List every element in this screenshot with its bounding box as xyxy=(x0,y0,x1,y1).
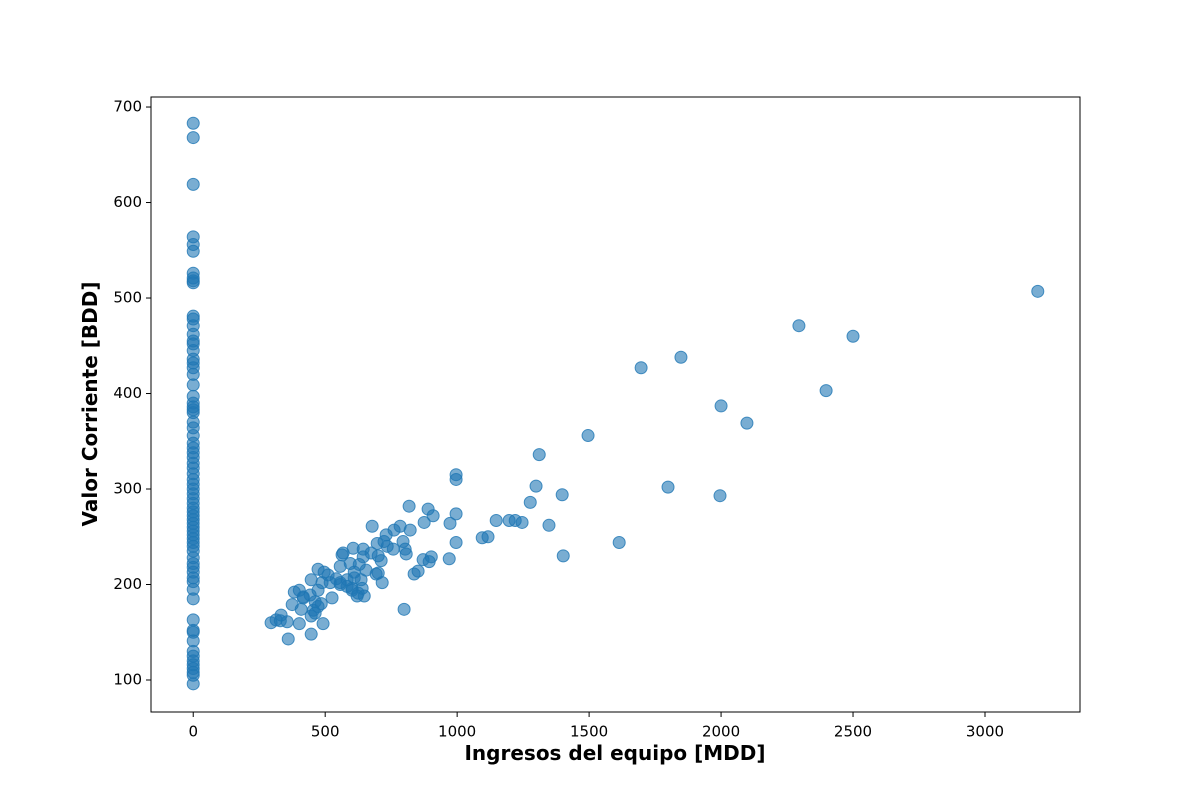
point xyxy=(714,399,728,413)
point xyxy=(308,606,322,620)
point xyxy=(304,627,318,641)
y-tick-label: 700 xyxy=(113,98,142,116)
point xyxy=(532,448,546,462)
point xyxy=(186,592,200,606)
point xyxy=(529,479,543,493)
point xyxy=(186,116,200,130)
y-axis-label: Valor Corriente [BDD] xyxy=(78,282,102,527)
y-tick-label: 600 xyxy=(113,193,142,211)
point xyxy=(281,632,295,646)
point xyxy=(325,591,339,605)
point xyxy=(1031,284,1045,298)
point xyxy=(280,615,294,629)
point xyxy=(304,573,318,587)
x-tick-label: 3000 xyxy=(966,723,1004,741)
point xyxy=(475,531,489,545)
point xyxy=(581,429,595,443)
point xyxy=(375,576,389,590)
point xyxy=(296,591,310,605)
point xyxy=(186,677,200,691)
point xyxy=(489,514,503,528)
point xyxy=(186,378,200,392)
point xyxy=(556,549,570,563)
point xyxy=(819,384,833,398)
point xyxy=(515,515,529,529)
y-tick-label: 100 xyxy=(113,671,142,689)
point xyxy=(713,489,727,503)
point xyxy=(661,480,675,494)
x-tick-label: 1000 xyxy=(438,723,476,741)
point xyxy=(740,416,754,430)
point xyxy=(345,581,359,595)
x-tick-label: 500 xyxy=(311,723,340,741)
point xyxy=(186,244,200,258)
point xyxy=(612,535,626,549)
point xyxy=(542,518,556,532)
point xyxy=(634,361,648,375)
point xyxy=(555,488,569,502)
point xyxy=(449,535,463,549)
point xyxy=(449,472,463,486)
point xyxy=(399,547,413,561)
y-tick-label: 200 xyxy=(113,575,142,593)
point xyxy=(186,177,200,191)
x-tick-label: 1500 xyxy=(570,723,608,741)
point xyxy=(846,329,860,343)
point xyxy=(316,617,330,631)
x-tick-label: 2000 xyxy=(702,723,740,741)
plot-frame xyxy=(150,96,1081,713)
x-tick-label: 2500 xyxy=(834,723,872,741)
point xyxy=(449,507,463,521)
point xyxy=(443,516,457,530)
x-tick-label: 0 xyxy=(188,723,198,741)
point xyxy=(426,509,440,523)
point xyxy=(792,319,806,333)
point xyxy=(416,553,430,567)
y-tick-label: 300 xyxy=(113,480,142,498)
point xyxy=(336,546,350,560)
point xyxy=(292,617,306,631)
point xyxy=(374,554,388,568)
point xyxy=(380,539,394,553)
point xyxy=(186,276,200,290)
point xyxy=(417,515,431,529)
point xyxy=(411,564,425,578)
point xyxy=(333,559,347,573)
y-tick-label: 400 xyxy=(113,384,142,402)
point xyxy=(674,350,688,364)
point xyxy=(523,495,537,509)
point xyxy=(365,519,379,533)
x-axis-label: Ingresos del equipo [MDD] xyxy=(464,741,765,765)
y-tick-label: 500 xyxy=(113,289,142,307)
point xyxy=(402,499,416,513)
point xyxy=(403,523,417,537)
point xyxy=(186,131,200,145)
point xyxy=(397,602,411,616)
point xyxy=(442,552,456,566)
